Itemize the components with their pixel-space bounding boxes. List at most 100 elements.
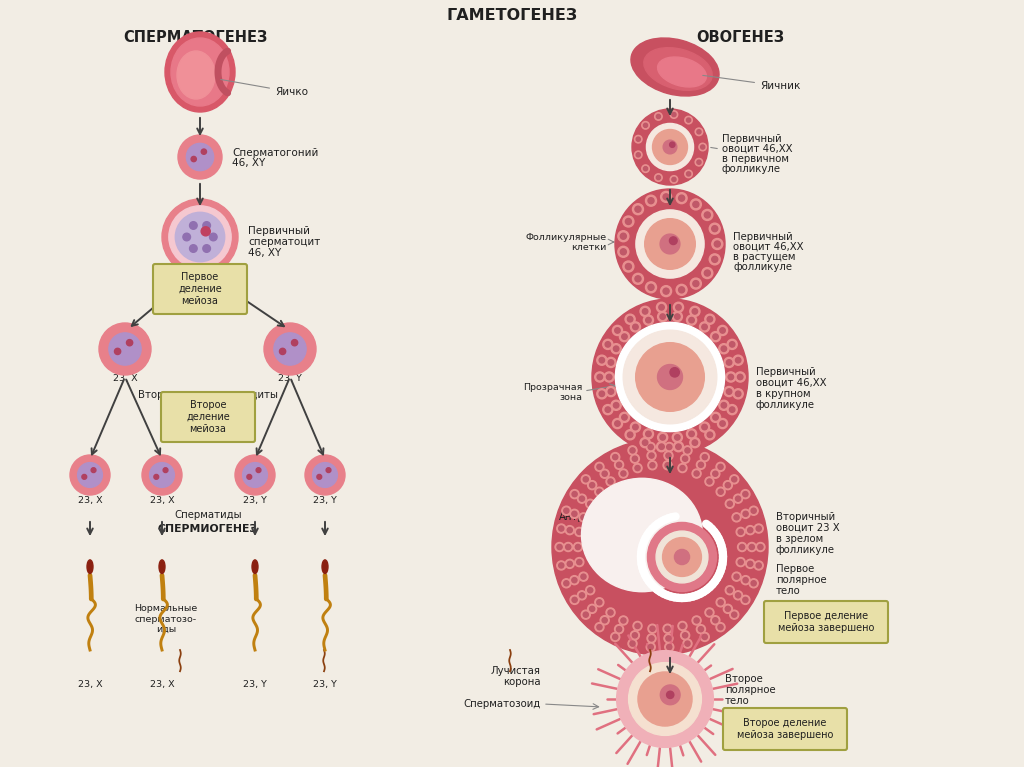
Circle shape bbox=[610, 632, 620, 641]
Circle shape bbox=[657, 311, 668, 321]
Circle shape bbox=[697, 130, 701, 134]
Circle shape bbox=[597, 624, 602, 630]
Circle shape bbox=[733, 591, 742, 600]
Circle shape bbox=[727, 404, 737, 415]
Circle shape bbox=[694, 471, 699, 476]
Circle shape bbox=[686, 429, 696, 439]
Text: Сперматозоид: Сперматозоид bbox=[464, 699, 541, 709]
Circle shape bbox=[692, 440, 697, 446]
Circle shape bbox=[755, 561, 763, 570]
Circle shape bbox=[625, 430, 635, 439]
Circle shape bbox=[622, 415, 627, 420]
Text: полярное: полярное bbox=[776, 575, 826, 585]
Circle shape bbox=[562, 506, 570, 515]
Circle shape bbox=[740, 595, 750, 604]
Text: фолликуле: фолликуле bbox=[733, 262, 792, 272]
Circle shape bbox=[670, 367, 679, 377]
Circle shape bbox=[725, 606, 730, 611]
Circle shape bbox=[175, 212, 224, 262]
Circle shape bbox=[605, 341, 610, 347]
Circle shape bbox=[620, 331, 630, 342]
Circle shape bbox=[643, 429, 653, 439]
Circle shape bbox=[742, 597, 748, 602]
Circle shape bbox=[675, 435, 680, 440]
Circle shape bbox=[675, 314, 680, 319]
Circle shape bbox=[650, 626, 655, 631]
Circle shape bbox=[685, 170, 692, 178]
Circle shape bbox=[572, 597, 578, 602]
Circle shape bbox=[203, 245, 211, 252]
Circle shape bbox=[645, 195, 656, 206]
Circle shape bbox=[716, 463, 725, 472]
Circle shape bbox=[678, 621, 687, 630]
Circle shape bbox=[694, 618, 699, 623]
Text: ОВОГЕНЕЗ: ОВОГЕНЕЗ bbox=[696, 29, 784, 44]
Circle shape bbox=[567, 528, 572, 533]
Circle shape bbox=[648, 624, 657, 634]
Circle shape bbox=[571, 512, 577, 516]
Circle shape bbox=[631, 454, 639, 463]
Circle shape bbox=[584, 612, 589, 617]
Circle shape bbox=[557, 561, 566, 570]
Circle shape bbox=[654, 174, 663, 181]
Circle shape bbox=[578, 494, 587, 503]
Circle shape bbox=[712, 256, 718, 262]
Text: Вторичный: Вторичный bbox=[776, 512, 836, 522]
Circle shape bbox=[676, 304, 681, 310]
Circle shape bbox=[756, 542, 765, 551]
Circle shape bbox=[602, 617, 607, 623]
Circle shape bbox=[670, 142, 675, 147]
Text: Фолликулярные: Фолликулярные bbox=[526, 232, 607, 242]
Circle shape bbox=[699, 422, 710, 432]
Text: Первичный: Первичный bbox=[756, 367, 816, 377]
Circle shape bbox=[606, 477, 615, 486]
Circle shape bbox=[600, 469, 609, 479]
Circle shape bbox=[611, 344, 622, 354]
Circle shape bbox=[647, 522, 717, 591]
Circle shape bbox=[726, 389, 732, 394]
Circle shape bbox=[750, 545, 755, 550]
Circle shape bbox=[616, 627, 622, 632]
Text: Первичный: Первичный bbox=[722, 134, 781, 144]
Circle shape bbox=[665, 626, 670, 631]
Circle shape bbox=[608, 610, 613, 615]
Circle shape bbox=[570, 575, 579, 584]
Circle shape bbox=[557, 545, 562, 550]
Circle shape bbox=[597, 374, 602, 380]
Circle shape bbox=[719, 344, 729, 354]
Circle shape bbox=[664, 140, 677, 154]
Circle shape bbox=[751, 581, 757, 586]
Circle shape bbox=[570, 509, 579, 518]
Ellipse shape bbox=[252, 560, 258, 574]
Text: Антрум: Антрум bbox=[558, 512, 598, 522]
FancyBboxPatch shape bbox=[723, 708, 847, 750]
Circle shape bbox=[739, 545, 744, 550]
Circle shape bbox=[191, 156, 197, 162]
Circle shape bbox=[588, 588, 593, 593]
Circle shape bbox=[667, 444, 672, 449]
Circle shape bbox=[727, 339, 737, 350]
Circle shape bbox=[630, 641, 635, 647]
Circle shape bbox=[667, 691, 674, 699]
Circle shape bbox=[664, 634, 673, 643]
Circle shape bbox=[698, 463, 703, 467]
Circle shape bbox=[716, 597, 725, 607]
Circle shape bbox=[608, 360, 613, 365]
Circle shape bbox=[626, 264, 632, 269]
Circle shape bbox=[623, 261, 634, 272]
Circle shape bbox=[713, 617, 718, 623]
Circle shape bbox=[750, 506, 758, 515]
Text: Первое деление
мейоза завершено: Первое деление мейоза завершено bbox=[778, 611, 874, 633]
Circle shape bbox=[625, 314, 635, 324]
Circle shape bbox=[628, 317, 633, 322]
Circle shape bbox=[695, 159, 702, 166]
Circle shape bbox=[628, 446, 637, 455]
Circle shape bbox=[735, 372, 745, 382]
Circle shape bbox=[635, 466, 640, 471]
Circle shape bbox=[725, 586, 734, 594]
Text: 23, X: 23, X bbox=[78, 495, 102, 505]
Circle shape bbox=[612, 455, 617, 459]
Circle shape bbox=[572, 492, 578, 497]
Circle shape bbox=[659, 314, 666, 319]
Circle shape bbox=[686, 315, 696, 325]
